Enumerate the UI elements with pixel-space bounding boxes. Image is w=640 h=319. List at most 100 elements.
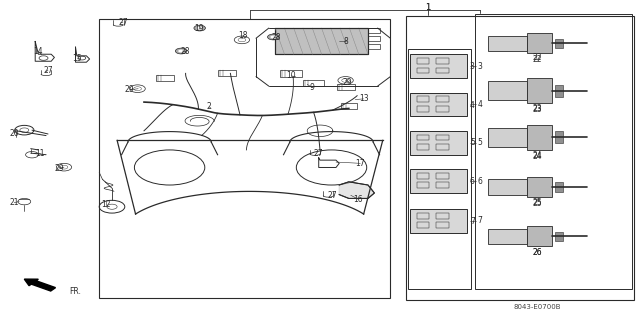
Bar	[436, 58, 449, 64]
Bar	[368, 44, 380, 49]
Bar	[417, 173, 429, 179]
Bar	[527, 226, 552, 246]
Bar	[488, 229, 527, 244]
Text: 27: 27	[314, 149, 324, 158]
Text: 26: 26	[532, 248, 543, 256]
Bar	[527, 33, 552, 53]
Bar	[436, 144, 449, 150]
Text: 5: 5	[470, 138, 475, 147]
Circle shape	[197, 27, 202, 30]
Text: 5: 5	[477, 138, 483, 147]
Text: 28: 28	[272, 33, 281, 42]
Text: 16: 16	[353, 195, 364, 204]
Bar	[406, 16, 634, 300]
Bar	[280, 70, 303, 77]
Bar	[156, 75, 174, 81]
Bar	[475, 14, 632, 289]
Bar	[99, 19, 390, 298]
Bar	[410, 93, 467, 116]
Bar	[555, 85, 563, 97]
Bar	[555, 182, 563, 191]
Text: 11: 11	[36, 149, 45, 158]
Text: 26: 26	[532, 249, 542, 257]
Text: 27: 27	[43, 66, 53, 75]
Bar	[410, 209, 467, 233]
Text: 4: 4	[477, 100, 483, 109]
Bar	[436, 173, 449, 179]
Circle shape	[175, 48, 187, 54]
Bar	[368, 36, 380, 41]
Text: 19: 19	[194, 24, 204, 33]
Bar	[436, 96, 449, 102]
Bar	[488, 128, 527, 147]
Bar	[436, 106, 449, 112]
Bar	[436, 222, 449, 228]
Text: 24: 24	[532, 152, 543, 161]
Text: 23: 23	[532, 104, 543, 113]
Text: 22: 22	[532, 56, 542, 64]
Bar	[417, 144, 429, 150]
Bar	[488, 81, 527, 100]
Bar	[368, 28, 380, 33]
Bar	[527, 125, 552, 150]
Bar	[408, 49, 471, 289]
Bar	[527, 78, 552, 103]
Bar	[417, 96, 429, 102]
Bar	[417, 213, 429, 219]
Bar	[527, 177, 552, 197]
Bar	[417, 222, 429, 228]
Text: 29: 29	[124, 85, 134, 94]
Text: 20: 20	[9, 129, 19, 138]
Text: 29: 29	[342, 78, 353, 87]
Text: 21: 21	[10, 198, 19, 207]
Text: 1: 1	[425, 3, 430, 12]
Bar	[436, 213, 449, 219]
Text: 29: 29	[54, 164, 64, 173]
Text: 23: 23	[532, 105, 542, 114]
Text: FR.: FR.	[69, 287, 81, 296]
Bar	[436, 182, 449, 188]
Text: 13: 13	[358, 94, 369, 103]
Bar	[417, 182, 429, 188]
Bar	[218, 70, 236, 76]
Bar	[555, 131, 563, 143]
Circle shape	[194, 25, 205, 31]
Text: 24: 24	[532, 151, 542, 160]
Bar	[337, 84, 355, 90]
Text: 2: 2	[207, 102, 212, 111]
Text: 10: 10	[286, 71, 296, 80]
Text: 22: 22	[533, 53, 542, 62]
Bar	[410, 54, 467, 78]
Bar	[275, 28, 368, 54]
Circle shape	[268, 34, 279, 40]
Text: 6: 6	[470, 177, 475, 186]
Text: 7: 7	[477, 216, 483, 226]
Circle shape	[270, 36, 276, 39]
Bar	[417, 58, 429, 64]
Text: 27: 27	[118, 18, 128, 27]
Bar	[417, 135, 429, 140]
Text: 12: 12	[101, 200, 110, 209]
Text: 27: 27	[328, 191, 338, 200]
Text: 15: 15	[72, 54, 82, 63]
FancyArrow shape	[24, 279, 56, 291]
Polygon shape	[339, 182, 374, 198]
Text: 8: 8	[343, 37, 348, 46]
Text: 25: 25	[532, 199, 542, 208]
Text: 6: 6	[477, 176, 483, 186]
Text: 18: 18	[239, 31, 248, 40]
Text: 3: 3	[470, 63, 475, 71]
Bar	[436, 68, 449, 73]
Bar	[417, 106, 429, 112]
Bar	[410, 169, 467, 193]
Bar	[488, 36, 527, 51]
Bar	[555, 232, 563, 241]
Text: 17: 17	[355, 159, 365, 168]
Text: 14: 14	[33, 47, 44, 56]
Text: 7: 7	[470, 217, 475, 226]
Text: 4: 4	[470, 101, 475, 110]
Bar	[488, 179, 527, 195]
Bar	[303, 80, 324, 86]
Text: 8043-E0700B: 8043-E0700B	[514, 304, 561, 310]
Circle shape	[178, 50, 184, 53]
